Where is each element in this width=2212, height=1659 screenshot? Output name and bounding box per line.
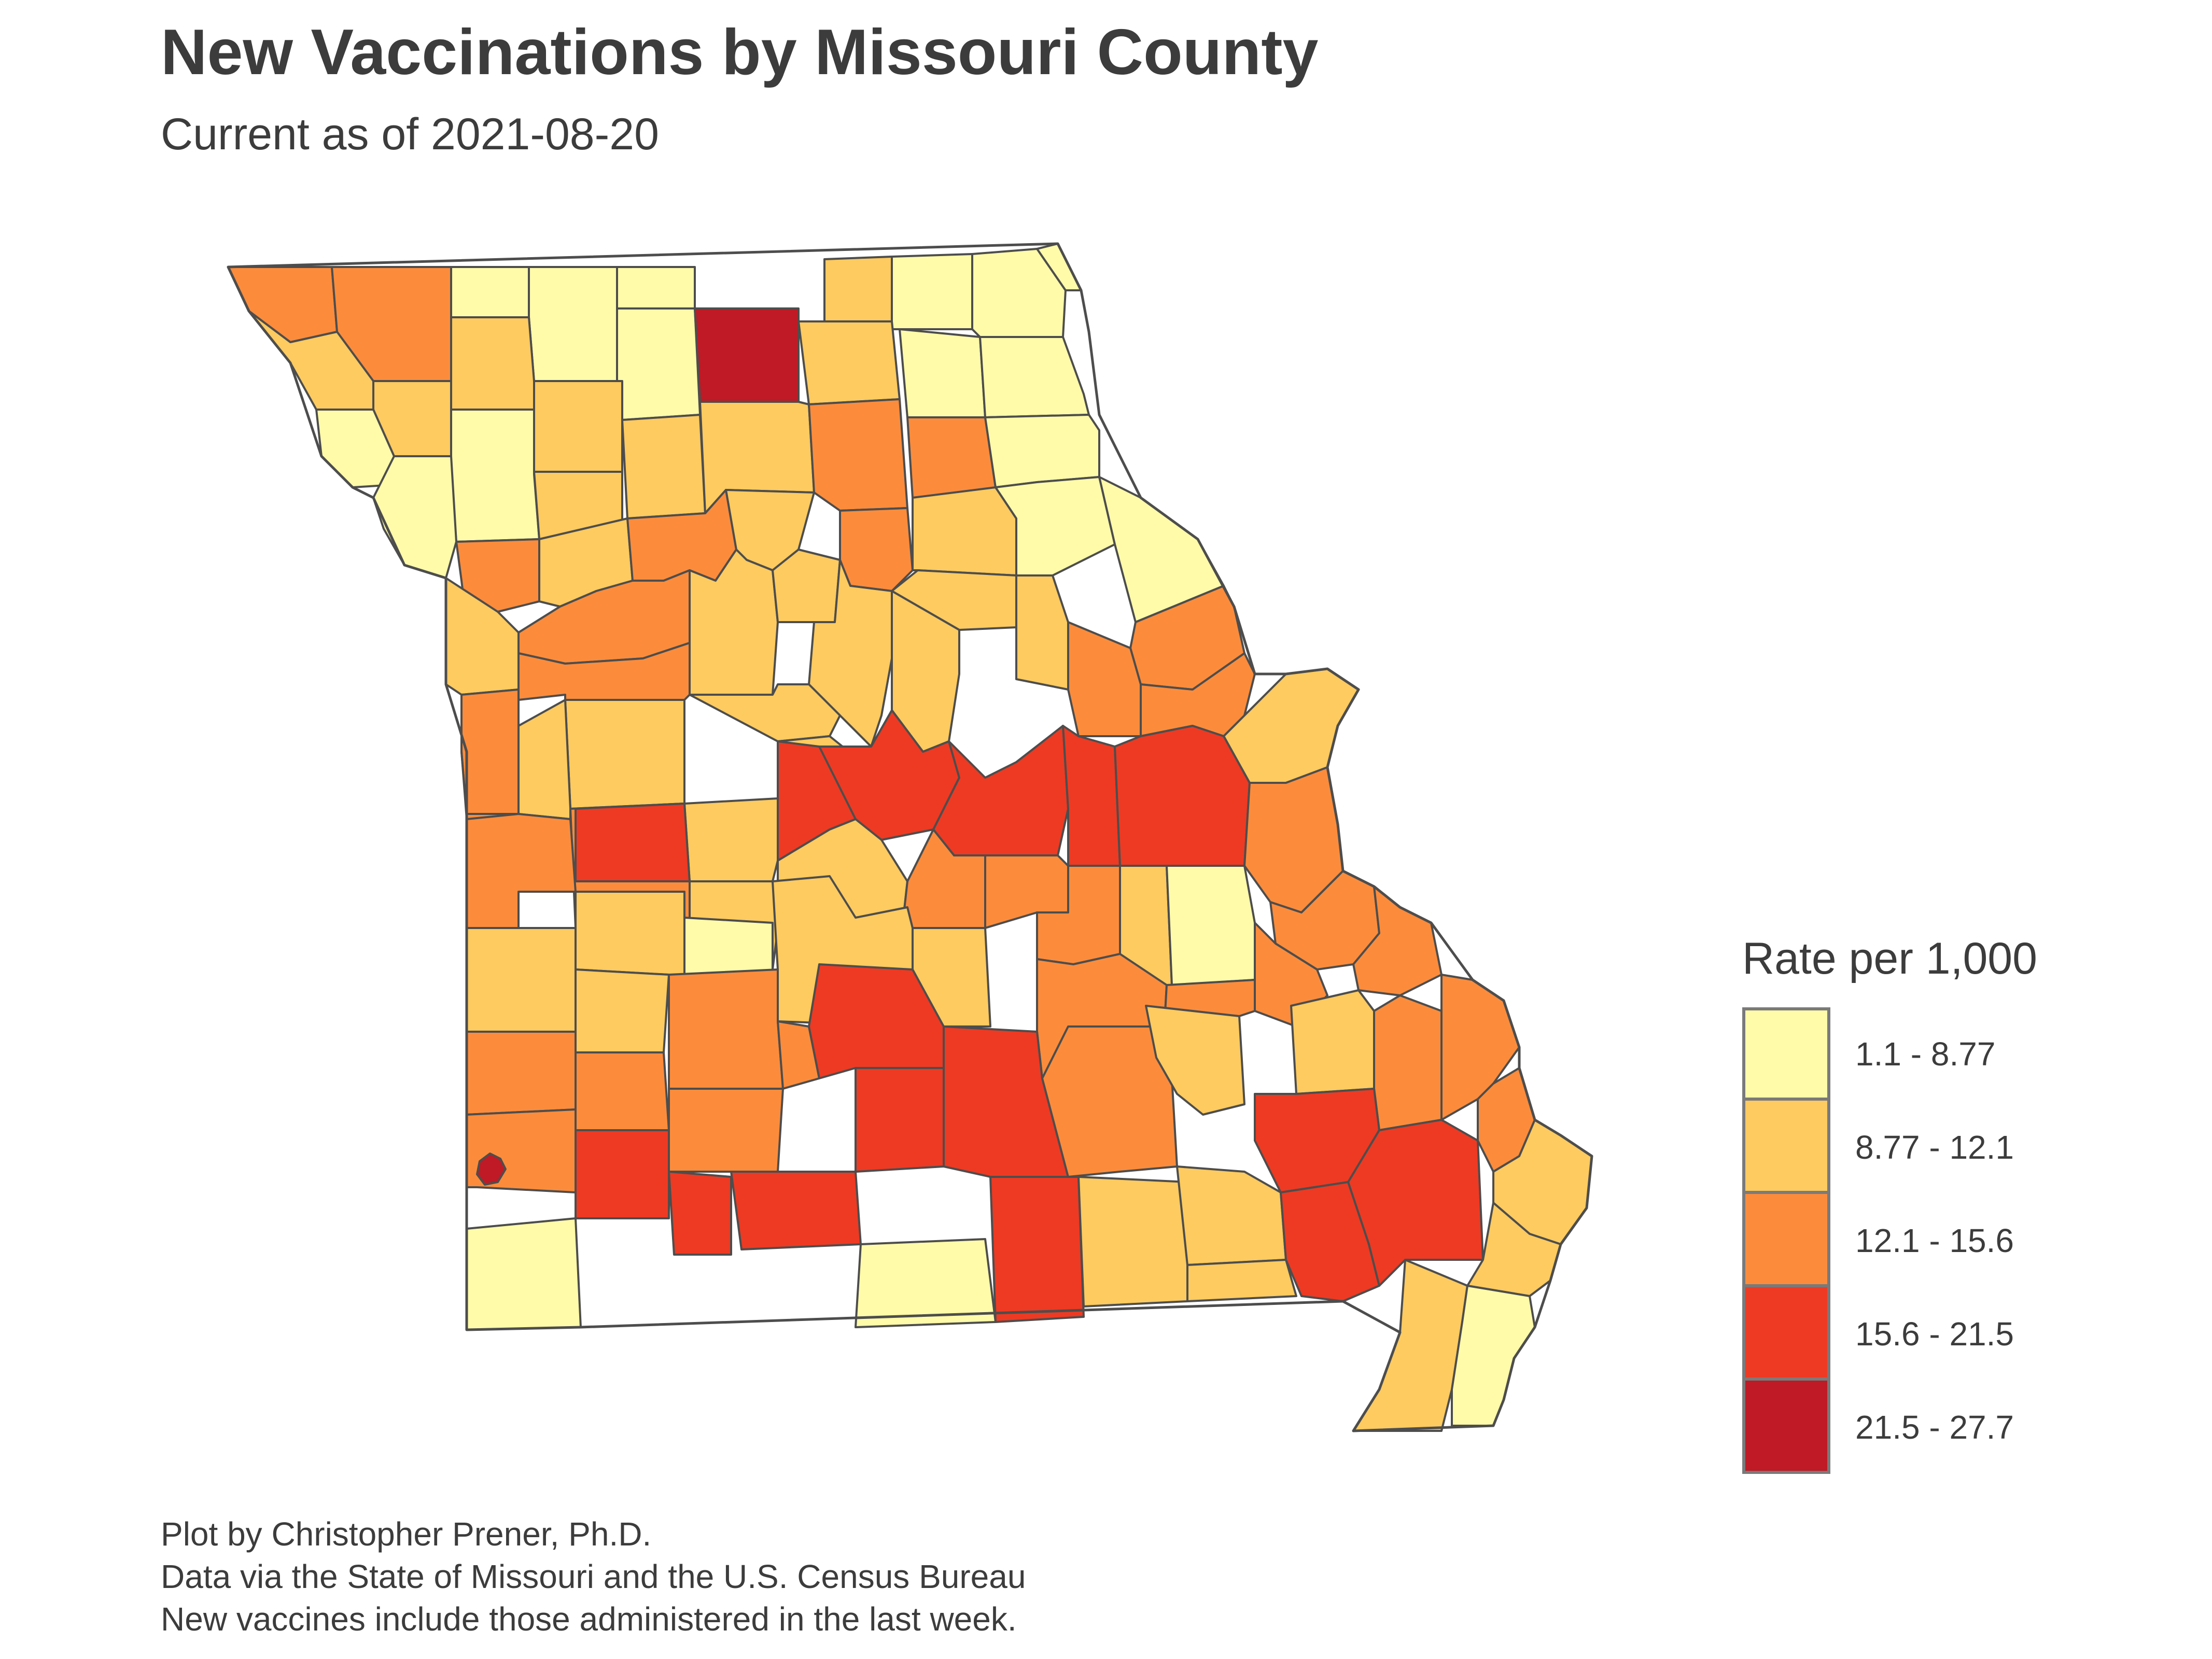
county-lawrence bbox=[575, 1051, 670, 1131]
county-franklin bbox=[1114, 725, 1251, 867]
county-macon bbox=[808, 398, 908, 512]
county-cedar bbox=[575, 891, 685, 976]
legend-swatch bbox=[1742, 1101, 1830, 1194]
county-ripley bbox=[1186, 1259, 1297, 1302]
state-outline bbox=[227, 242, 1593, 1432]
map-caption: Plot by Christopher Prener, Ph.D. Data v… bbox=[161, 1513, 1026, 1640]
caption-line: Plot by Christopher Prener, Ph.D. bbox=[161, 1515, 652, 1553]
county-pettis bbox=[564, 699, 685, 810]
county-pemiscot bbox=[1451, 1285, 1536, 1427]
county-madison bbox=[1290, 989, 1375, 1095]
county-worth bbox=[450, 266, 530, 318]
county-johnson bbox=[517, 642, 691, 701]
county-harrison bbox=[528, 266, 618, 382]
legend-swatch bbox=[1742, 1007, 1830, 1101]
county-greene bbox=[668, 968, 784, 1090]
county-schuyler bbox=[891, 253, 973, 330]
county-clinton bbox=[450, 409, 540, 543]
county-jasper bbox=[466, 1031, 577, 1116]
county-lewis bbox=[979, 336, 1090, 418]
county-dade bbox=[575, 968, 670, 1053]
county-barry bbox=[575, 1129, 670, 1219]
legend-title: Rate per 1,000 bbox=[1742, 934, 2037, 983]
county-oregon bbox=[1077, 1176, 1188, 1307]
county-gasconade bbox=[1062, 725, 1121, 867]
caption-line: Data via the State of Missouri and the U… bbox=[161, 1558, 1026, 1595]
legend-item: 12.1 - 15.6 bbox=[1742, 1194, 2105, 1287]
county-putnam bbox=[823, 256, 893, 322]
county-warren bbox=[1067, 621, 1142, 737]
county-grundy bbox=[616, 307, 701, 421]
legend-label: 8.77 - 12.1 bbox=[1855, 1129, 2014, 1166]
map-title: New Vaccinations by Missouri County bbox=[161, 17, 1319, 88]
county-knox bbox=[899, 328, 986, 418]
county-morgan bbox=[683, 797, 779, 882]
county-montgomery bbox=[1015, 574, 1069, 691]
map-subtitle: Current as of 2021-08-20 bbox=[161, 109, 659, 159]
county-mercer bbox=[616, 266, 696, 310]
county-livingston bbox=[621, 414, 706, 519]
county-barton bbox=[466, 927, 577, 1033]
county-washington bbox=[1166, 865, 1256, 986]
legend-swatch bbox=[1742, 1381, 1830, 1474]
county-stone bbox=[668, 1171, 732, 1256]
legend-swatch bbox=[1742, 1194, 1830, 1287]
county-sullivan bbox=[694, 307, 800, 403]
county-howell bbox=[989, 1176, 1085, 1323]
legend-label: 1.1 - 8.77 bbox=[1855, 1035, 1996, 1073]
county-mcdonald bbox=[466, 1217, 582, 1331]
county-henry bbox=[517, 699, 571, 820]
county-taney bbox=[730, 1171, 862, 1250]
county-reynolds bbox=[1145, 1005, 1245, 1116]
county-marion bbox=[984, 414, 1100, 488]
county-monroe bbox=[912, 486, 1017, 577]
county-shelby bbox=[906, 416, 997, 499]
county-carter bbox=[1176, 1165, 1287, 1266]
county-audrain bbox=[891, 569, 1017, 631]
county-osage bbox=[932, 725, 1069, 856]
county-vernon bbox=[466, 813, 577, 929]
county-douglas bbox=[855, 1067, 945, 1173]
county-christian bbox=[668, 1088, 784, 1173]
county-cass bbox=[460, 688, 520, 815]
legend-label: 15.6 - 21.5 bbox=[1855, 1315, 2014, 1353]
county-st-clair bbox=[575, 803, 691, 882]
county-daviess bbox=[533, 380, 623, 473]
county-polygons bbox=[227, 243, 1593, 1432]
legend-item: 21.5 - 27.7 bbox=[1742, 1381, 2105, 1474]
map-legend: Rate per 1,000 1.1 - 8.77 8.77 - 12.1 12… bbox=[1742, 933, 2105, 1474]
caption-line: New vaccines include those administered … bbox=[161, 1600, 1017, 1638]
legend-item: 15.6 - 21.5 bbox=[1742, 1287, 2105, 1381]
county-ralls bbox=[995, 476, 1116, 577]
county-adair bbox=[797, 320, 901, 405]
county-randolph bbox=[839, 507, 914, 592]
county-joplin-area bbox=[476, 1152, 507, 1186]
legend-item: 1.1 - 8.77 bbox=[1742, 1007, 2105, 1101]
county-gentry bbox=[450, 316, 535, 411]
legend-label: 21.5 - 27.7 bbox=[1855, 1409, 2014, 1446]
legend-swatch bbox=[1742, 1287, 1830, 1381]
county-bollinger bbox=[1373, 994, 1443, 1131]
legend-item: 8.77 - 12.1 bbox=[1742, 1101, 2105, 1194]
county-platte bbox=[372, 455, 457, 579]
legend-label: 12.1 - 15.6 bbox=[1855, 1222, 2014, 1259]
